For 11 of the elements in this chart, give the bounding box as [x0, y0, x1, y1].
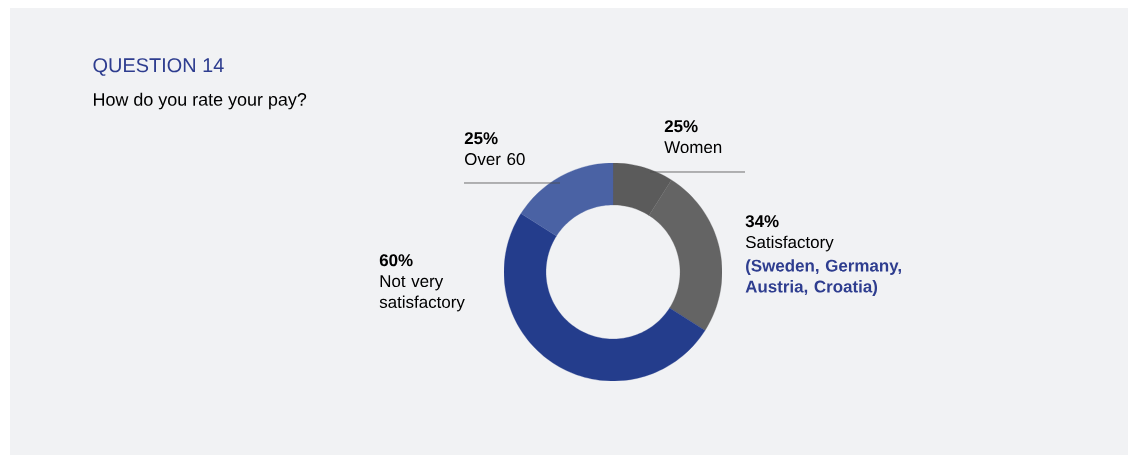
text: 34%: [745, 215, 779, 228]
text: (Sweden, Germany, Austria, Croatia): [745, 259, 901, 296]
slice-label: Over 60: [465, 153, 525, 166]
text: QUESTION 14: [93, 58, 224, 76]
text: 25%: [464, 132, 498, 145]
text: How do you rate your pay?: [94, 92, 307, 110]
slice-label: Satisfactory: [745, 235, 834, 252]
slice-label: Women: [664, 141, 722, 154]
text: 60%: [379, 254, 413, 267]
slice-label: Not very satisfactory: [379, 275, 465, 312]
text: 25%: [664, 120, 698, 133]
